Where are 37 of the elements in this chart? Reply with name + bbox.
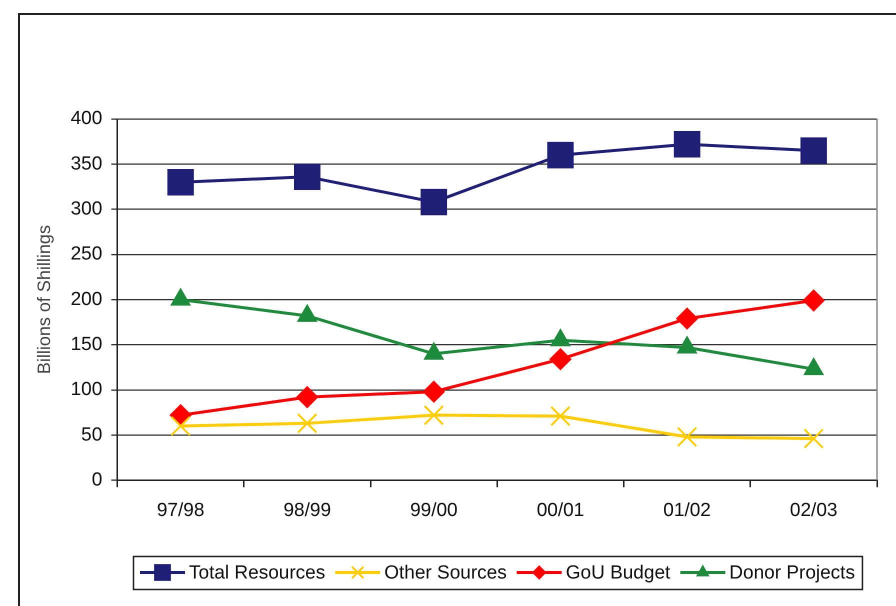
y-tick-label: 250 [70, 244, 102, 265]
point [170, 416, 191, 436]
x-tick-label: 00/01 [536, 500, 584, 521]
y-tick-label: 200 [70, 288, 102, 310]
y-tick-label: 400 [70, 108, 102, 130]
x-tick-label: 02/03 [790, 500, 838, 521]
point [547, 142, 574, 168]
point [294, 164, 320, 190]
x-tick-label: 01/02 [663, 500, 711, 521]
point [676, 426, 698, 448]
legend-label: Donor Projects [729, 562, 855, 584]
x-tick-label: 99/00 [410, 500, 458, 521]
point [802, 290, 825, 312]
legend-label: GoU Budget [566, 562, 672, 584]
legend-label: Total Resources [189, 562, 326, 584]
point [804, 428, 824, 449]
y-axis-title: Billions of Shillings [34, 225, 54, 374]
point [167, 168, 194, 196]
x-tick-label: 98/99 [283, 500, 331, 521]
point [676, 308, 698, 330]
x-tick-label: 97/98 [156, 500, 204, 521]
point [550, 406, 571, 426]
point [422, 380, 445, 403]
point [297, 413, 318, 434]
y-tick-label: 350 [70, 153, 102, 174]
y-tick-label: 150 [70, 334, 102, 355]
y-tick-label: 0 [92, 469, 102, 490]
legend-label: Other Sources [384, 562, 507, 584]
y-tick-label: 50 [81, 424, 102, 446]
y-tick-label: 300 [70, 198, 102, 220]
point [549, 348, 572, 370]
point [296, 386, 318, 408]
point [420, 188, 448, 216]
y-tick-label: 100 [70, 379, 102, 400]
point [424, 404, 444, 426]
point [674, 131, 700, 158]
point [800, 137, 827, 164]
